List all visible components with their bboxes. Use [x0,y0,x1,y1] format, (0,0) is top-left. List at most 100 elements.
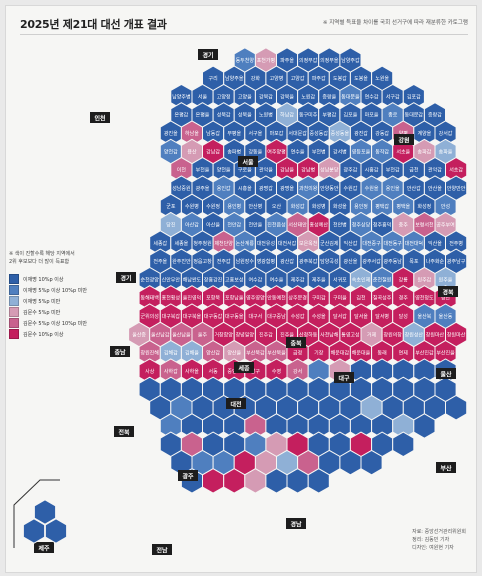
region-tag: 경기 [202,51,213,59]
district-label: 해운대을 [352,350,371,357]
district-hex-shape [445,230,468,256]
district-label: 화성갑 [291,203,305,210]
page-note: ※ 지역별 득표율 차이를 국회 선거구에 따라 재분류한 카토그램 [322,20,468,26]
district-hex-shape [434,120,457,146]
district-label: 안양만안 [447,185,466,192]
district-label: 수성갑 [291,313,305,320]
district-label: 마포갑 [270,130,284,137]
legend-label-0: 이재명 10%p 이상 [23,276,64,283]
district-label: 김포갑 [407,93,421,100]
district-label: 용인정 [354,203,368,210]
district-label: 청주흥덕 [373,222,391,229]
district-label: 대전대덕 [405,240,423,247]
district-label: 구로을 [238,168,252,174]
district-label: 광주갑 [344,167,358,174]
district-label: 울산남갑 [151,331,170,338]
district-label: 동구미추 [299,112,318,119]
district-label: 나주화순 [426,258,445,265]
district-label: 성남분당 [320,167,339,174]
district-label: 춘천철원 [373,276,392,283]
district-label: 중랑을 [322,93,336,100]
district-label: 제주갑 [291,276,305,283]
district-label: 의정부갑 [299,57,318,64]
district-hex-shape [434,266,457,293]
district-hex-shape [445,157,468,183]
district-label: 안성 [441,203,450,210]
district-hex-shape [434,340,457,366]
district-label: 서구을 [248,130,262,137]
district-label: 영주영양 [246,295,265,302]
district-label: 강북갑 [259,93,273,100]
district-label: 여수을 [270,276,284,283]
district-label: 부천갑 [386,167,400,174]
jeju-hex [33,499,57,525]
district-label: 제주을 [312,276,326,283]
district-label: 천안을 [248,222,262,229]
district-label: 아산을 [206,222,220,229]
district-hex-shape [392,431,415,458]
district-label: 울산북 [417,313,431,320]
district-label: 울진영덕 [183,295,201,302]
district-label: 파주을 [280,57,294,64]
district-label: 대구북을 [183,313,202,320]
district-label: 수성을 [312,313,326,320]
district-label: 강남병 [301,167,315,174]
district-label: 울산동 [439,313,453,320]
region-tag-bg [394,134,414,145]
district-label: 달성 [399,313,408,320]
district-label: 양천을 [217,167,231,174]
district-label: 강릉 [399,276,409,283]
district-label: 평택을 [396,203,410,210]
district-label: 세종갑 [153,240,167,247]
jeju-hex [22,518,46,544]
district-label: 서초갑 [449,167,463,174]
district-label: 서구갑 [386,93,400,100]
district-label: 강동을 [248,148,262,155]
district-label: 산청하동 [299,331,318,338]
district-label: 공주부여 [436,222,454,229]
district-label: 울주 [198,332,208,338]
region-tag-bg [226,398,246,409]
district-label: 진천음성 [267,222,285,229]
district-label: 거창함양 [214,331,233,338]
legend-label-1: 이재명 5%p 이상 10%p 미만 [23,287,87,294]
district-label: 통영고성 [341,331,359,338]
district-label: 서동 [208,368,218,375]
district-label: 창원진해 [140,350,159,357]
region-tag-bg [110,346,130,357]
district-label: 양산갑 [206,350,220,357]
district-label: 수원정 [206,203,220,210]
district-label: 대구서 [248,313,262,320]
district-label: 양산을 [227,350,241,357]
district-label: 원주을 [439,276,453,283]
district-label: 도봉갑 [333,75,347,82]
district-label: 부평을 [227,130,241,137]
district-label: 화성병 [312,203,326,210]
district-hex-shape [402,83,425,110]
page-title: 2025년 제21대 대선 개표 결과 [20,18,167,31]
district-label: 김포을 [344,112,358,119]
district-label: 고양을 [238,93,252,100]
district-label: 구미갑 [312,295,326,302]
district-hex [413,413,436,439]
district-label: 구미을 [333,295,347,302]
legend-swatch-0 [9,274,19,284]
district-label: 김해갑 [164,350,178,357]
district-hex-shape [445,394,468,421]
district-label: 해운대갑 [331,350,350,357]
region-tag: 서울 [242,158,254,166]
district-label: 사하갑 [164,368,178,375]
district-label: 사천남해 [320,331,339,338]
district-label: 천안갑 [227,222,241,229]
district-label: 담양곡성 [320,258,338,265]
district-label: 강서병 [333,148,347,155]
district-label: 진주을 [280,331,294,338]
district-label: 송파갑 [417,148,431,155]
district-label: 부산북갑 [246,350,265,357]
district-label: 대구동을 [225,313,244,320]
region-tag-bg [90,112,110,123]
district-label: 홍성예산 [310,222,329,229]
district-label: 광산갑 [280,258,294,265]
region-tag-bg [34,542,54,553]
district-label: 완주진안 [172,258,191,265]
